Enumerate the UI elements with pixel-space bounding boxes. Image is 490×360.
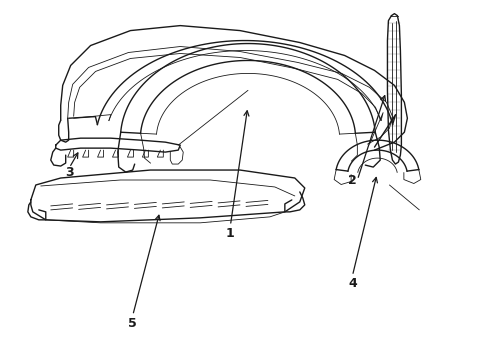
- Text: 5: 5: [128, 317, 137, 330]
- Text: 1: 1: [226, 227, 235, 240]
- Text: 3: 3: [65, 166, 74, 179]
- Text: 2: 2: [348, 174, 357, 186]
- Text: 4: 4: [348, 278, 357, 291]
